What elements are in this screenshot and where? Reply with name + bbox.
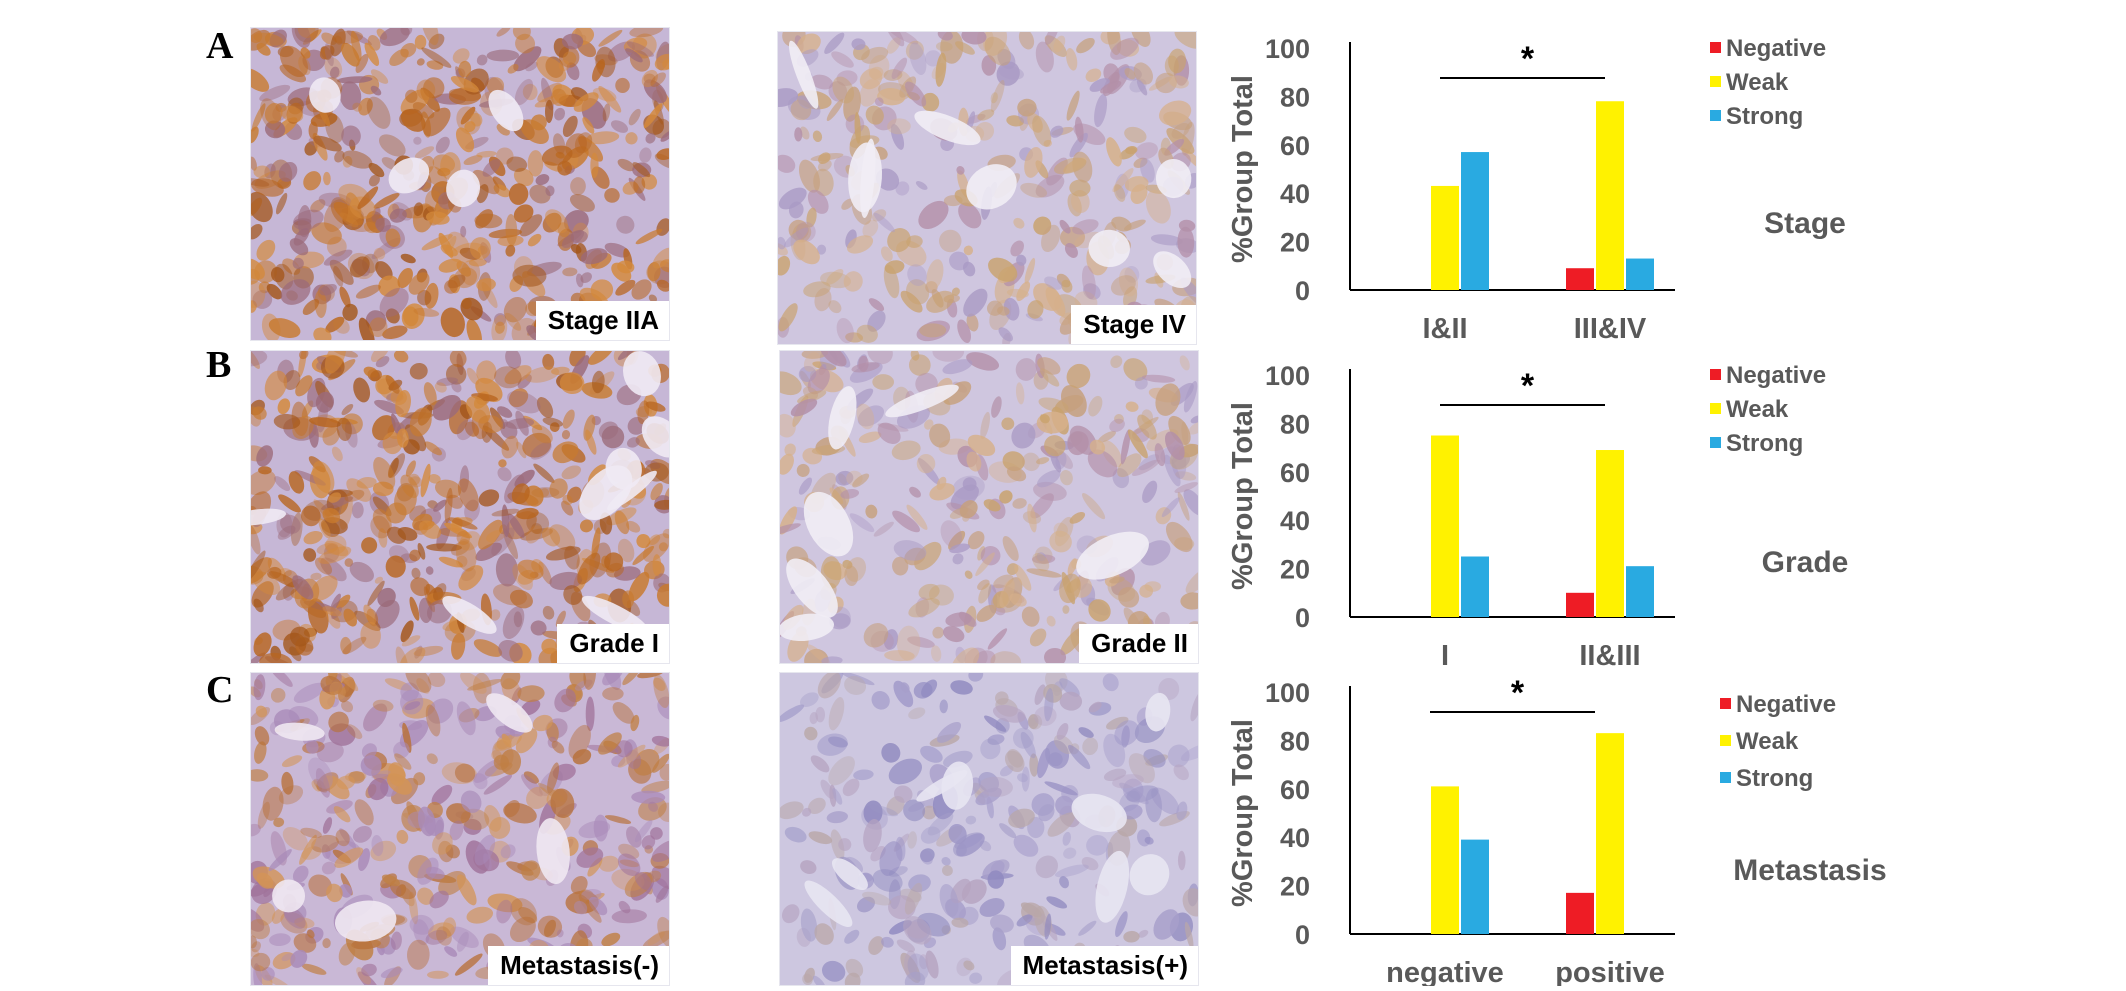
tissue-texture xyxy=(251,673,669,985)
bar-strong-0 xyxy=(1461,152,1489,290)
x-tick-label: positive xyxy=(1555,957,1665,986)
panel-letter-b: B xyxy=(206,344,232,386)
y-tick-label: 40 xyxy=(1280,823,1310,853)
bar-strong-0 xyxy=(1461,556,1489,617)
legend-swatch-weak xyxy=(1710,403,1721,414)
legend-label: Negative xyxy=(1736,691,1836,718)
tissue-texture xyxy=(780,351,1198,663)
bar-weak-1 xyxy=(1596,450,1624,617)
chart-title: Stage xyxy=(1764,207,1846,240)
y-tick-label: 40 xyxy=(1280,506,1310,536)
bar-strong-0 xyxy=(1461,839,1489,934)
chart-metastasis: %Group Total 0 20 40 60 80 100 negative positive… xyxy=(1215,662,2115,989)
bar-negative-1 xyxy=(1566,268,1594,290)
x-tick-label: I xyxy=(1441,640,1449,672)
y-tick-label: 20 xyxy=(1280,555,1310,585)
bar-weak-0 xyxy=(1431,435,1459,617)
bar-weak-0 xyxy=(1431,786,1459,934)
legend-label: Weak xyxy=(1736,728,1799,755)
y-tick-label: 60 xyxy=(1280,775,1310,805)
tissue-texture xyxy=(251,28,669,340)
legend-label: Weak xyxy=(1726,396,1789,423)
micrograph-label: Metastasis(+) xyxy=(1010,946,1198,985)
bar-strong-1 xyxy=(1626,566,1654,617)
y-axis-label: %Group Total xyxy=(1227,75,1259,263)
significance-star: * xyxy=(1521,40,1535,78)
y-axis-label: %Group Total xyxy=(1227,402,1259,590)
micrograph-label: Grade II xyxy=(1079,624,1198,663)
legend-swatch-strong xyxy=(1710,437,1721,448)
y-tick-label: 60 xyxy=(1280,131,1310,161)
x-tick-label: III&IV xyxy=(1574,313,1647,345)
legend-swatch-weak xyxy=(1710,76,1721,87)
bar-weak-0 xyxy=(1431,185,1459,290)
micrograph-label: Metastasis(-) xyxy=(488,946,669,985)
legend-swatch-negative xyxy=(1710,42,1721,53)
bar-strong-1 xyxy=(1626,258,1654,290)
y-axis-label: %Group Total xyxy=(1227,719,1259,907)
y-tick-label: 20 xyxy=(1280,228,1310,258)
tissue-texture xyxy=(251,351,669,663)
y-tick-label: 0 xyxy=(1295,920,1310,950)
y-tick-label: 80 xyxy=(1280,726,1310,756)
y-tick-label: 80 xyxy=(1280,82,1310,112)
panel-letter-a: A xyxy=(206,25,234,67)
x-tick-label: II&III xyxy=(1579,640,1640,672)
micrograph-grade-i: Grade I xyxy=(250,350,670,664)
bar-chart: %Group Total 0 20 40 60 80 100 negative positive… xyxy=(1227,674,1887,989)
y-tick-label: 60 xyxy=(1280,458,1310,488)
tissue-texture xyxy=(778,32,1196,344)
y-tick-label: 100 xyxy=(1265,678,1310,708)
chart-stage: %Group Total 0 20 40 60 80 100 I&II III&IV * Negat… xyxy=(1215,18,2115,353)
legend-label: Negative xyxy=(1726,35,1826,62)
y-tick-label: 20 xyxy=(1280,872,1310,902)
y-tick-label: 0 xyxy=(1295,276,1310,306)
legend-label: Strong xyxy=(1726,103,1803,130)
y-tick-label: 100 xyxy=(1265,361,1310,391)
y-tick-label: 0 xyxy=(1295,603,1310,633)
y-tick-label: 40 xyxy=(1280,179,1310,209)
y-tick-label: 100 xyxy=(1265,34,1310,64)
legend-label: Weak xyxy=(1726,69,1789,96)
panel-letter-c: C xyxy=(206,669,234,711)
x-tick-label: I&II xyxy=(1422,313,1467,345)
micrograph-grade-ii: Grade II xyxy=(779,350,1199,664)
bar-negative-1 xyxy=(1566,592,1594,617)
micrograph-stage-iv: Stage IV xyxy=(777,31,1197,345)
micrograph-label: Grade I xyxy=(557,624,669,663)
bar-chart: %Group Total 0 20 40 60 80 100 I&II III&IV * Negat… xyxy=(1227,34,1846,345)
chart-title: Grade xyxy=(1762,546,1849,579)
micrograph-label: Stage IV xyxy=(1071,305,1196,344)
legend-swatch-strong xyxy=(1720,772,1731,783)
chart-grade: %Group Total 0 20 40 60 80 100 I II&III * Negative… xyxy=(1215,345,2115,680)
legend-label: Negative xyxy=(1726,362,1826,389)
chart-title: Metastasis xyxy=(1733,854,1886,887)
legend-swatch-weak xyxy=(1720,735,1731,746)
micrograph-metastasis-positive: Metastasis(+) xyxy=(779,672,1199,986)
micrograph-metastasis-negative: Metastasis(-) xyxy=(250,672,670,986)
y-tick-label: 80 xyxy=(1280,409,1310,439)
bar-weak-1 xyxy=(1596,101,1624,291)
significance-star: * xyxy=(1521,367,1535,405)
legend-swatch-negative xyxy=(1720,698,1731,709)
legend-label: Strong xyxy=(1726,430,1803,457)
bar-negative-1 xyxy=(1566,892,1594,934)
bar-weak-1 xyxy=(1596,733,1624,934)
x-tick-label: negative xyxy=(1386,957,1504,986)
bar-chart: %Group Total 0 20 40 60 80 100 I II&III * Negative… xyxy=(1227,361,1849,672)
micrograph-stage-iia: Stage IIA xyxy=(250,27,670,341)
significance-star: * xyxy=(1511,674,1525,712)
micrograph-label: Stage IIA xyxy=(535,301,669,340)
legend-swatch-strong xyxy=(1710,110,1721,121)
legend-label: Strong xyxy=(1736,765,1813,792)
legend-swatch-negative xyxy=(1710,369,1721,380)
tissue-texture xyxy=(780,673,1198,985)
